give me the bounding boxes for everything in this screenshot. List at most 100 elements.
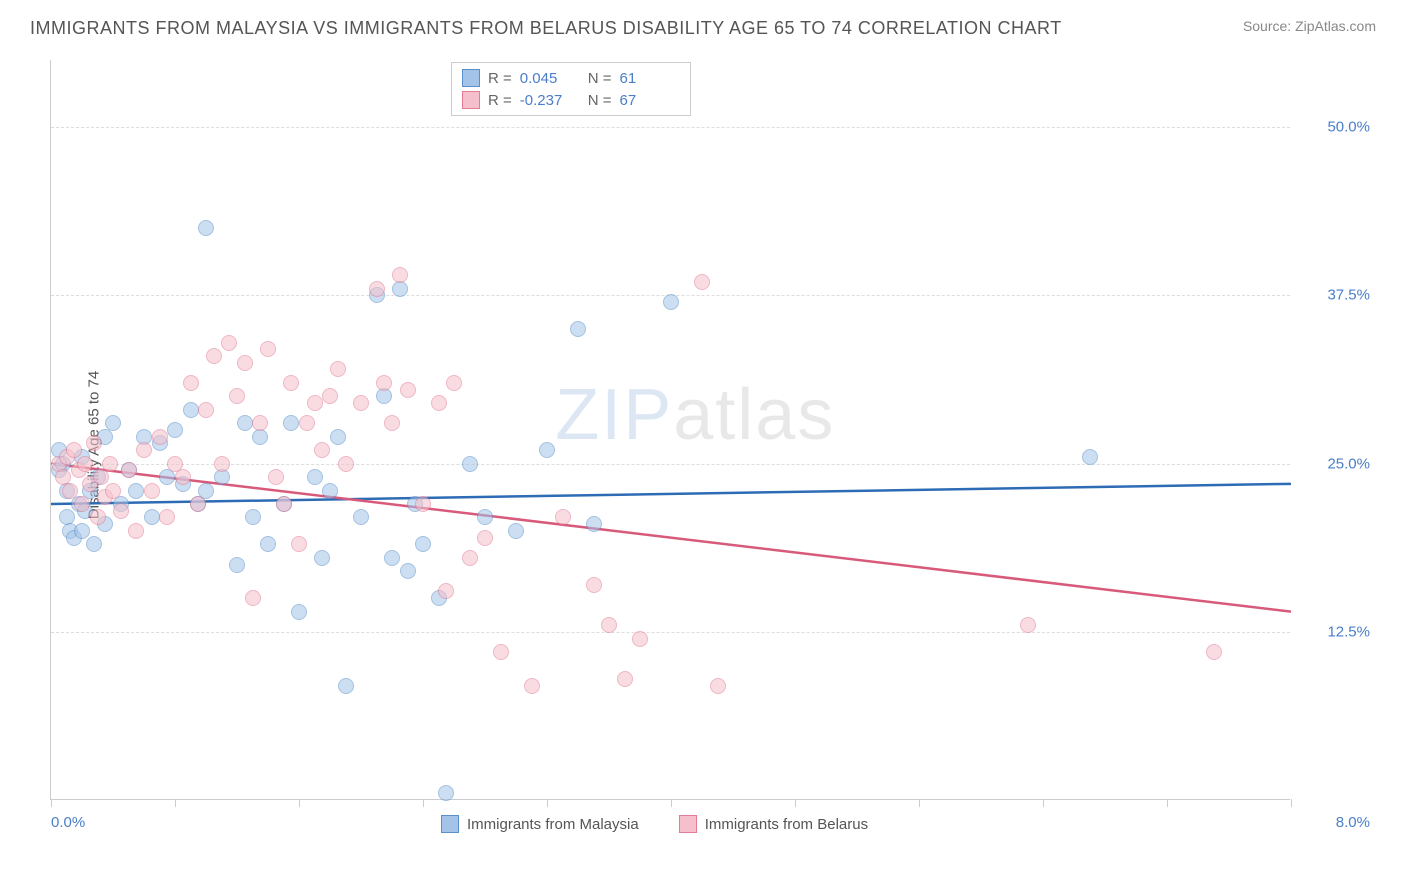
stats-row: R = 0.045 N = 61: [462, 67, 680, 89]
stats-row: R =-0.237N =67: [462, 89, 680, 111]
y-tick-label: 25.0%: [1300, 455, 1370, 472]
r-label: R =: [488, 70, 512, 87]
scatter-point: [431, 395, 447, 411]
scatter-point: [105, 415, 121, 431]
scatter-point: [93, 469, 109, 485]
gridline: [51, 464, 1290, 465]
scatter-point: [601, 617, 617, 633]
legend-swatch: [462, 69, 480, 87]
watermark-bold: ZIP: [555, 375, 673, 455]
scatter-point: [586, 577, 602, 593]
x-axis-min-label: 0.0%: [51, 814, 85, 831]
scatter-point: [74, 496, 90, 512]
scatter-point: [276, 496, 292, 512]
scatter-point: [710, 678, 726, 694]
scatter-point: [190, 496, 206, 512]
scatter-point: [376, 375, 392, 391]
scatter-point: [144, 509, 160, 525]
x-tick: [919, 799, 920, 807]
scatter-point: [462, 456, 478, 472]
gridline: [51, 127, 1290, 128]
scatter-point: [159, 509, 175, 525]
scatter-point: [102, 456, 118, 472]
scatter-point: [214, 456, 230, 472]
r-value: 0.045: [520, 70, 580, 87]
scatter-point: [322, 388, 338, 404]
scatter-point: [462, 550, 478, 566]
scatter-point: [128, 523, 144, 539]
chart-title: IMMIGRANTS FROM MALAYSIA VS IMMIGRANTS F…: [30, 18, 1062, 39]
x-tick: [1167, 799, 1168, 807]
scatter-point: [307, 469, 323, 485]
scatter-point: [384, 550, 400, 566]
scatter-point: [291, 536, 307, 552]
x-tick: [423, 799, 424, 807]
scatter-point: [183, 375, 199, 391]
scatter-point: [77, 456, 93, 472]
scatter-point: [167, 422, 183, 438]
legend-item: Immigrants from Belarus: [679, 815, 868, 833]
scatter-point: [314, 550, 330, 566]
legend-label: Immigrants from Belarus: [705, 816, 868, 833]
legend-swatch: [462, 91, 480, 109]
r-value: -0.237: [520, 92, 580, 109]
scatter-point: [252, 415, 268, 431]
scatter-point: [415, 536, 431, 552]
trend-line: [51, 464, 1291, 612]
scatter-point: [330, 429, 346, 445]
scatter-point: [136, 442, 152, 458]
scatter-point: [62, 483, 78, 499]
scatter-point: [74, 523, 90, 539]
scatter-point: [322, 483, 338, 499]
scatter-point: [221, 335, 237, 351]
scatter-point: [245, 590, 261, 606]
scatter-point: [477, 530, 493, 546]
scatter-point: [66, 442, 82, 458]
scatter-point: [206, 348, 222, 364]
scatter-point: [555, 509, 571, 525]
plot-region: ZIPatlas R =0.045N =61R =-0.237N =67 0.0…: [50, 60, 1290, 800]
bottom-legend: Immigrants from Malaysia Immigrants from …: [441, 815, 868, 833]
y-tick-label: 12.5%: [1300, 623, 1370, 640]
legend-swatch: [441, 815, 459, 833]
scatter-point: [617, 671, 633, 687]
scatter-point: [299, 415, 315, 431]
scatter-point: [268, 469, 284, 485]
watermark-thin: atlas: [673, 375, 835, 455]
x-tick: [51, 799, 52, 807]
scatter-point: [400, 563, 416, 579]
scatter-point: [260, 536, 276, 552]
scatter-point: [438, 785, 454, 801]
n-value: 67: [620, 92, 680, 109]
scatter-point: [338, 678, 354, 694]
scatter-point: [438, 583, 454, 599]
scatter-point: [307, 395, 323, 411]
scatter-point: [86, 536, 102, 552]
scatter-point: [90, 509, 106, 525]
x-tick: [547, 799, 548, 807]
n-label: N =: [588, 70, 612, 87]
legend-item: Immigrants from Malaysia: [441, 815, 639, 833]
scatter-point: [400, 382, 416, 398]
scatter-point: [183, 402, 199, 418]
scatter-point: [539, 442, 555, 458]
n-value: 61: [620, 70, 680, 87]
scatter-point: [663, 294, 679, 310]
scatter-point: [198, 402, 214, 418]
watermark: ZIPatlas: [555, 374, 835, 456]
scatter-point: [477, 509, 493, 525]
scatter-point: [260, 341, 276, 357]
scatter-point: [446, 375, 462, 391]
r-label: R =: [488, 92, 512, 109]
x-tick: [1043, 799, 1044, 807]
scatter-point: [1082, 449, 1098, 465]
scatter-point: [314, 442, 330, 458]
legend-swatch: [679, 815, 697, 833]
scatter-point: [175, 469, 191, 485]
scatter-point: [113, 503, 129, 519]
chart-header: IMMIGRANTS FROM MALAYSIA VS IMMIGRANTS F…: [0, 0, 1406, 47]
scatter-point: [632, 631, 648, 647]
x-tick: [795, 799, 796, 807]
scatter-point: [198, 220, 214, 236]
scatter-point: [524, 678, 540, 694]
